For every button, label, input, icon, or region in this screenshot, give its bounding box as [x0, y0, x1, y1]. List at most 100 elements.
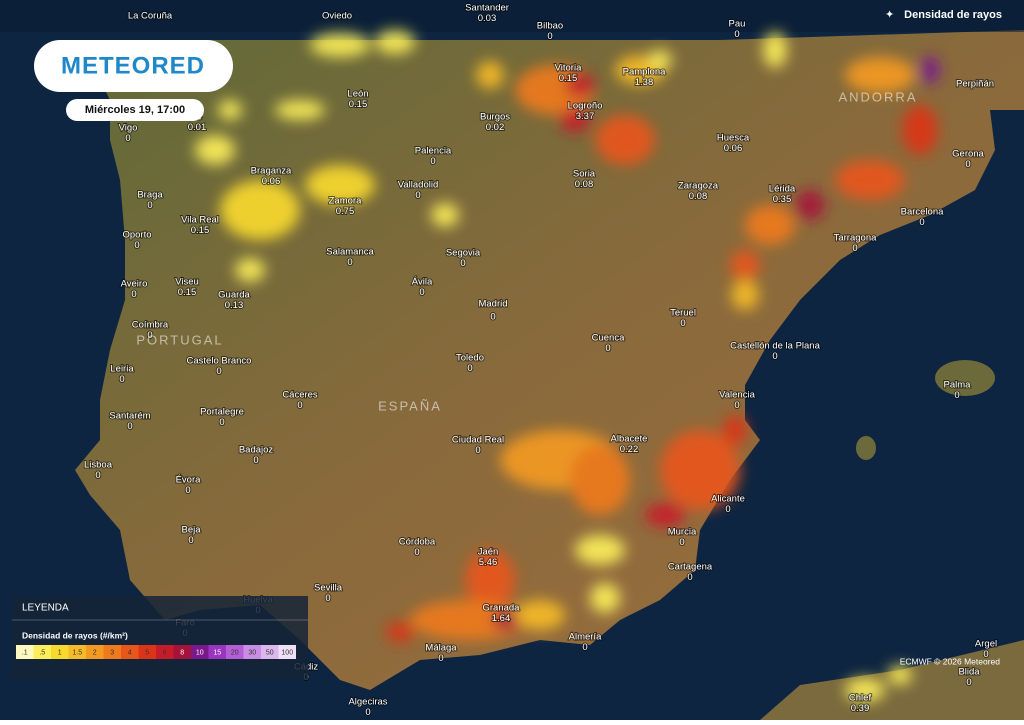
city-value: 0: [734, 29, 739, 40]
lightning-cell: [195, 135, 235, 165]
layer-icon: ✦: [885, 9, 894, 21]
lightning-cell: [431, 203, 459, 227]
city-name: Málaga: [425, 643, 457, 654]
legend-swatch: [173, 645, 191, 659]
legend-step-label: 50: [266, 649, 274, 656]
lightning-cell: [723, 415, 747, 445]
city-name: Beja: [181, 525, 201, 536]
city-name: Palencia: [415, 146, 452, 157]
city-name: Braganza: [251, 166, 292, 177]
city-value: 0: [460, 258, 465, 269]
city-name: Chlef: [849, 693, 872, 704]
lightning-cell: [845, 57, 915, 93]
lightning-cell: [375, 30, 415, 54]
city-value: 0: [966, 677, 971, 688]
city-name: Alicante: [711, 494, 745, 505]
lightning-cell: [731, 280, 759, 310]
mallorca: [935, 360, 995, 396]
city-value: 0: [147, 200, 152, 211]
city-name: Palma: [944, 380, 972, 391]
city-value: 0: [125, 133, 130, 144]
city-name: Gerona: [952, 149, 984, 160]
legend-swatch: [278, 645, 296, 659]
city-value: 0: [852, 243, 857, 254]
city-value: 0: [983, 649, 988, 660]
city-name: Burgos: [480, 112, 510, 123]
legend-step-label: 100: [281, 649, 293, 656]
legend-swatch: [156, 645, 174, 659]
legend-step-label: .1: [22, 649, 28, 656]
legend-step-label: 4: [128, 649, 132, 656]
legend-step-label: 10: [196, 649, 204, 656]
city-name: Castellón de la Plana: [730, 341, 820, 352]
city-name: Braga: [137, 190, 163, 201]
city-value: 0: [467, 363, 472, 374]
layer-name: Densidad de rayos: [904, 9, 1002, 21]
city-value: 0: [95, 470, 100, 481]
city-value: 0.06: [262, 176, 281, 187]
lightning-cell: [565, 73, 595, 97]
region-label: ESPAÑA: [378, 398, 442, 413]
lightning-cell: [845, 678, 885, 702]
date-pill: [66, 99, 204, 121]
lightning-cell: [795, 190, 825, 220]
city-value: 0: [438, 653, 443, 664]
city-value: 0: [414, 547, 419, 558]
city-value: 0: [185, 485, 190, 496]
city-value: 0: [687, 572, 692, 583]
city-name: Portalegre: [200, 407, 244, 418]
city-name: Barcelona: [901, 207, 944, 218]
city-name: Segovia: [446, 248, 481, 259]
city-value: 0.08: [575, 179, 594, 190]
city-name: Madrid: [478, 299, 507, 310]
city-value: 0.08: [689, 191, 708, 202]
city-name: Pamplona: [623, 67, 666, 78]
city-value: 0: [954, 390, 959, 401]
city-name: Valencia: [719, 390, 755, 401]
legend-step-label: 20: [231, 649, 239, 656]
city-name: Zaragoza: [678, 181, 719, 192]
legend-swatch: [243, 645, 261, 659]
city-value: 0: [547, 31, 552, 42]
lightning-cell: [386, 622, 414, 642]
city-name: Toledo: [456, 353, 484, 364]
city-value: 0: [297, 400, 302, 411]
logo: METEORED: [34, 40, 233, 92]
city-name: Tarragona: [834, 233, 877, 244]
legend-step-label: 3: [110, 649, 114, 656]
city-value: 0.39: [851, 703, 870, 714]
city-value: 0: [475, 445, 480, 456]
city-name: Guarda: [218, 290, 250, 301]
city-value: 0: [365, 707, 370, 718]
city-value: 0: [134, 240, 139, 251]
city-name: Santarém: [109, 411, 150, 422]
legend-step-label: 2: [93, 649, 97, 656]
lightning-cell: [595, 115, 655, 165]
city-value: 0: [605, 343, 610, 354]
city-name: Vitoria: [555, 63, 582, 74]
city-name: Castelo Branco: [187, 356, 252, 367]
legend-swatch: [138, 645, 156, 659]
region-label: PORTUGAL: [136, 332, 223, 347]
lightning-cell: [570, 445, 630, 515]
city-name: Vila Real: [181, 215, 219, 226]
credit: ECMWF © 2026 Meteored: [900, 656, 1001, 666]
legend-swatch: [33, 645, 51, 659]
city-value: 3.37: [576, 111, 595, 122]
lightning-cell: [835, 160, 905, 200]
lightning-cell: [645, 503, 685, 527]
city-value: 0: [253, 455, 258, 466]
datetime: Miércoles 19, 17:00: [85, 104, 185, 116]
city-name: Badajoz: [239, 445, 274, 456]
lightning-cell: [275, 100, 325, 120]
city-value: 0: [725, 504, 730, 515]
city-name: Santander: [465, 3, 509, 14]
city-name: Leiria: [110, 364, 134, 375]
city-value: 0: [131, 289, 136, 300]
city-name: Bilbao: [537, 21, 563, 32]
city-value: 0.15: [178, 287, 197, 298]
top-band: [0, 0, 1024, 32]
city-value: 0.35: [773, 194, 792, 205]
city-name: Argel: [975, 639, 997, 650]
legend: LEYENDA Densidad de rayos (#/km²) .1 .5 1 1…: [12, 596, 308, 680]
